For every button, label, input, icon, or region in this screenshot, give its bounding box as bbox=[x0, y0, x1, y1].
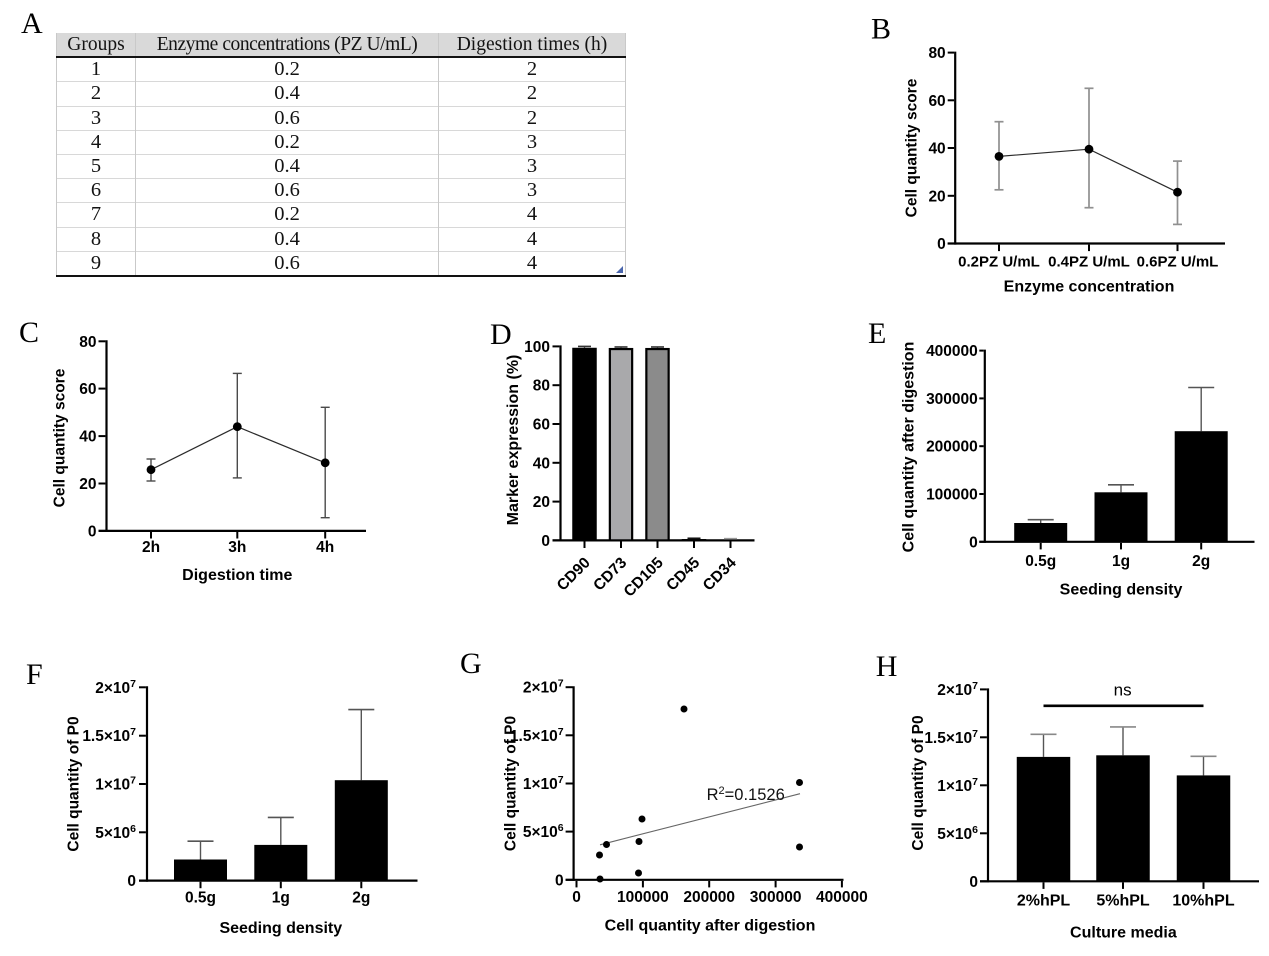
svg-text:1×107: 1×107 bbox=[95, 775, 136, 794]
svg-text:60: 60 bbox=[79, 381, 96, 398]
svg-text:1.5×107: 1.5×107 bbox=[924, 728, 978, 747]
svg-text:Culture media: Culture media bbox=[1070, 925, 1177, 942]
svg-text:0.4PZ U/mL: 0.4PZ U/mL bbox=[1048, 254, 1130, 271]
svg-text:60: 60 bbox=[533, 417, 550, 434]
svg-text:40: 40 bbox=[79, 429, 96, 446]
svg-text:20: 20 bbox=[79, 476, 96, 493]
svg-text:1g: 1g bbox=[1112, 553, 1130, 570]
svg-text:400000: 400000 bbox=[816, 889, 868, 906]
svg-text:Cell quantity score: Cell quantity score bbox=[904, 78, 921, 217]
svg-text:20: 20 bbox=[533, 494, 550, 511]
svg-text:CD105: CD105 bbox=[621, 554, 667, 600]
svg-text:0: 0 bbox=[541, 533, 550, 550]
svg-text:1×107: 1×107 bbox=[523, 774, 564, 793]
svg-text:Cell quantity after digestion: Cell quantity after digestion bbox=[901, 342, 918, 553]
svg-text:Cell quantity of P0: Cell quantity of P0 bbox=[65, 716, 82, 851]
svg-text:0.5g: 0.5g bbox=[1025, 553, 1056, 570]
svg-text:0: 0 bbox=[127, 873, 136, 890]
svg-text:300000: 300000 bbox=[926, 391, 978, 408]
svg-text:2g: 2g bbox=[352, 890, 370, 907]
svg-text:0: 0 bbox=[969, 534, 978, 551]
svg-text:100000: 100000 bbox=[617, 889, 669, 906]
svg-text:CD34: CD34 bbox=[700, 554, 740, 594]
svg-text:Seeding density: Seeding density bbox=[219, 920, 342, 937]
svg-text:1×107: 1×107 bbox=[937, 776, 978, 795]
svg-text:20: 20 bbox=[928, 188, 945, 205]
svg-text:Digestion time: Digestion time bbox=[182, 567, 292, 584]
svg-text:200000: 200000 bbox=[926, 439, 978, 456]
svg-text:Cell quantity after digestion: Cell quantity after digestion bbox=[605, 918, 816, 935]
svg-text:5×106: 5×106 bbox=[937, 824, 978, 843]
svg-text:100: 100 bbox=[524, 339, 550, 356]
svg-text:40: 40 bbox=[533, 455, 550, 472]
svg-text:F: F bbox=[26, 658, 43, 691]
svg-text:5%hPL: 5%hPL bbox=[1096, 893, 1150, 910]
svg-text:4h: 4h bbox=[316, 539, 334, 556]
svg-text:2×107: 2×107 bbox=[937, 680, 978, 699]
svg-text:0: 0 bbox=[937, 236, 946, 253]
svg-text:5×106: 5×106 bbox=[95, 823, 136, 842]
svg-text:Marker expression (%): Marker expression (%) bbox=[505, 355, 522, 526]
svg-text:0: 0 bbox=[555, 872, 564, 889]
svg-text:10%hPL: 10%hPL bbox=[1172, 893, 1234, 910]
svg-text:5×106: 5×106 bbox=[523, 822, 564, 841]
svg-text:Cell quantity of P0: Cell quantity of P0 bbox=[502, 716, 519, 851]
svg-text:80: 80 bbox=[79, 334, 96, 351]
svg-text:40: 40 bbox=[928, 141, 945, 158]
svg-text:G: G bbox=[460, 647, 482, 680]
svg-text:1.5×107: 1.5×107 bbox=[82, 726, 136, 745]
svg-text:D: D bbox=[490, 318, 512, 351]
svg-text:0.6PZ U/mL: 0.6PZ U/mL bbox=[1137, 254, 1219, 271]
svg-text:Cell quantity score: Cell quantity score bbox=[52, 368, 69, 507]
svg-text:2%hPL: 2%hPL bbox=[1017, 893, 1071, 910]
svg-text:2h: 2h bbox=[142, 539, 160, 556]
svg-text:0: 0 bbox=[88, 523, 97, 540]
svg-text:80: 80 bbox=[928, 45, 945, 62]
svg-text:R2=0.1526: R2=0.1526 bbox=[707, 785, 785, 804]
svg-text:0: 0 bbox=[969, 874, 978, 891]
svg-text:ns: ns bbox=[1114, 681, 1132, 700]
svg-text:300000: 300000 bbox=[750, 889, 802, 906]
svg-text:200000: 200000 bbox=[683, 889, 735, 906]
svg-text:2g: 2g bbox=[1192, 553, 1210, 570]
svg-text:3h: 3h bbox=[228, 539, 246, 556]
svg-text:1.5×107: 1.5×107 bbox=[510, 726, 564, 745]
svg-text:400000: 400000 bbox=[926, 343, 978, 360]
svg-text:A: A bbox=[21, 7, 43, 40]
svg-text:Seeding density: Seeding density bbox=[1060, 582, 1183, 599]
svg-text:1g: 1g bbox=[272, 890, 290, 907]
svg-text:2×107: 2×107 bbox=[95, 678, 136, 697]
svg-text:0: 0 bbox=[572, 889, 581, 906]
svg-text:0.2PZ U/mL: 0.2PZ U/mL bbox=[958, 254, 1040, 271]
svg-text:Enzyme concentration: Enzyme concentration bbox=[1004, 279, 1175, 296]
svg-text:B: B bbox=[871, 13, 891, 46]
svg-text:H: H bbox=[876, 650, 898, 683]
svg-text:E: E bbox=[868, 317, 886, 350]
svg-text:0.5g: 0.5g bbox=[185, 890, 216, 907]
svg-text:80: 80 bbox=[533, 378, 550, 395]
svg-text:100000: 100000 bbox=[926, 487, 978, 504]
svg-text:2×107: 2×107 bbox=[523, 678, 564, 697]
svg-text:CD90: CD90 bbox=[554, 554, 594, 594]
svg-text:Cell quantity of P0: Cell quantity of P0 bbox=[910, 715, 927, 850]
svg-text:CD45: CD45 bbox=[663, 554, 703, 594]
svg-text:60: 60 bbox=[928, 93, 945, 110]
svg-text:C: C bbox=[19, 316, 39, 349]
